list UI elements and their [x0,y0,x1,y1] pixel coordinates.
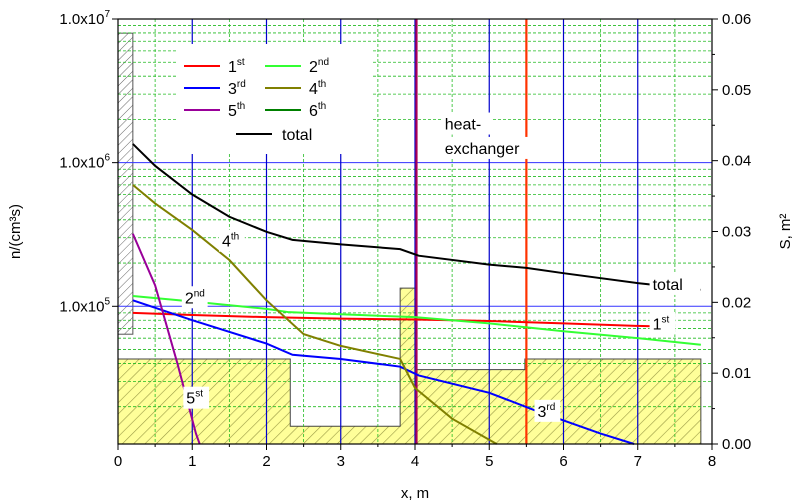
y-tick-label: 1.0x106 [59,153,110,172]
y2-tick-label: 0.04 [722,153,751,170]
annotation-label: 1st [653,314,670,333]
annotations-layer: heat-exchanger total 1st 2nd 3rd 4th 5st [181,112,701,422]
marker-lines-layer [415,19,528,444]
legend: 1st 2nd 3rd 4th 5th 6th total [176,44,372,154]
annotation-background [181,286,208,309]
y-axis-title: n/(cm³s) [7,204,24,259]
legend-label: 1st [228,57,245,76]
x-tick-label: 2 [262,453,270,470]
x-axis-title: x, m [401,485,429,502]
legend-label: 6th [309,101,326,120]
y2-axis-title: S, m² [777,214,794,250]
annotation-label: exchanger [445,141,520,158]
annotation-background [649,272,701,295]
annotation-background [534,399,561,422]
annotation-background [218,229,245,252]
x-tick-label: 1 [188,453,196,470]
axis-ticks-layer: 0 1 2 3 4 5 6 7 8 1.0x107 1.0x106 1.0x105 0.00 0.01 0.… [59,9,751,470]
x-tick-label: 4 [411,453,419,470]
annotation-background [441,112,493,135]
annotation-background [441,136,529,159]
area-profile [117,287,702,445]
legend-background [176,44,372,154]
y2-tick-label: 0.01 [722,365,751,382]
y2-tick-label: 0.06 [722,11,751,28]
legend-label: 3rd [228,79,246,98]
series-line-5th [131,233,201,445]
annotation-label: heat- [445,117,481,134]
series-line-2nd [132,294,701,346]
series-line-1st [132,311,672,328]
y-tick-label: 1.0x105 [59,296,110,315]
y2-tick-label: 0.03 [722,224,751,241]
x-tick-label: 6 [559,453,567,470]
x-tick-label: 7 [634,453,642,470]
axis-titles-layer: x, m n/(cm³s) S, m² [7,204,794,502]
legend-label: 5th [228,101,245,120]
y2-tick-label: 0.00 [722,436,751,453]
y2-tick-label: 0.02 [722,294,751,311]
series-line-total [132,143,701,291]
annotation-background [183,386,210,409]
annotation-label: 5st [186,389,203,408]
series-line-4th [132,184,498,445]
x-tick-label: 3 [337,453,345,470]
wall-hatch [117,32,134,335]
annotation-background [649,312,676,335]
x-tick-label: 8 [708,453,716,470]
annotation-label: total [653,277,683,294]
legend-label: 2nd [309,57,329,76]
annotation-label: 2nd [185,288,205,307]
x-tick-label: 5 [485,453,493,470]
legend-label: total [282,127,312,144]
annotation-label: 3rd [538,402,556,421]
y-tick-label: 1.0x107 [59,9,110,28]
legend-label: 4th [309,79,326,98]
x-tick-label: 0 [114,453,122,470]
y2-tick-label: 0.05 [722,82,751,99]
annotation-label: 4th [222,232,239,251]
